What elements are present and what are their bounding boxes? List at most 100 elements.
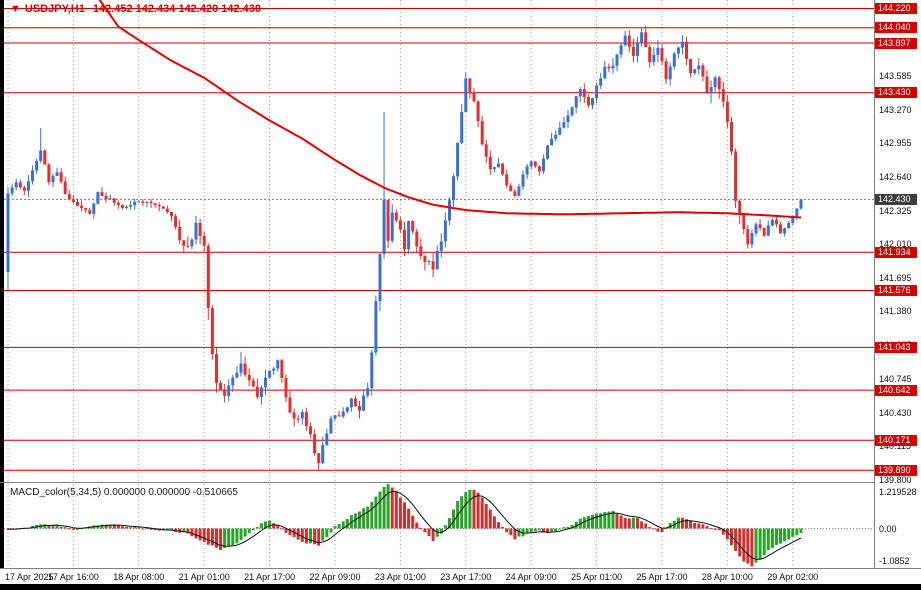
candle-body — [517, 186, 521, 196]
macd-bar — [582, 517, 586, 529]
candle-body — [721, 89, 725, 102]
time-label: 29 Apr 02:00 — [767, 572, 819, 582]
candle-body — [10, 187, 14, 194]
macd-bar — [137, 527, 141, 529]
macd-bar — [300, 528, 304, 542]
time-label: 23 Apr 17:00 — [440, 572, 492, 582]
candle-body — [353, 398, 357, 407]
candle-body — [47, 164, 51, 183]
candle-body — [640, 32, 644, 44]
candle-body — [742, 214, 746, 229]
candle-body — [255, 386, 259, 397]
macd-bar — [562, 527, 566, 529]
macd-bar — [448, 518, 451, 529]
price-level-badge: 139.890 — [875, 464, 917, 476]
macd-bar — [104, 524, 108, 529]
price-tick-label: 141.380 — [879, 306, 912, 317]
candle-body — [550, 138, 554, 146]
macd-bar — [509, 528, 513, 536]
candle-body — [125, 206, 128, 208]
macd-bar — [378, 491, 382, 529]
macd-bar — [219, 528, 223, 550]
macd-bar — [693, 522, 697, 529]
macd-bar — [611, 510, 615, 529]
macd-bar — [341, 521, 345, 529]
macd-bar — [521, 528, 525, 537]
candle-body — [603, 66, 607, 79]
candle-body — [619, 45, 623, 55]
macd-bar — [243, 528, 247, 537]
candle-body — [709, 87, 713, 93]
price-scale[interactable]: 143.585 143.270 142.955 142.640 142.325 142.0… — [874, 0, 921, 568]
candle-body — [268, 370, 272, 378]
macd-bar — [313, 528, 317, 545]
macd-bar — [304, 528, 308, 544]
macd-bar — [550, 528, 554, 532]
macd-bar — [468, 489, 472, 529]
candle-body — [488, 156, 492, 170]
macd-bar — [525, 528, 529, 534]
price-tick-label: 143.270 — [879, 104, 912, 115]
candle-body — [648, 47, 652, 62]
time-axis[interactable]: 17 Apr 2025 17 Apr 16:00 18 Apr 08:00 21 Ap… — [0, 568, 921, 584]
candle-body — [337, 415, 341, 417]
macd-bar — [758, 528, 762, 560]
candle-body — [63, 181, 67, 194]
candle-body — [754, 224, 758, 234]
macd-bar — [415, 522, 419, 529]
candle-body — [652, 54, 656, 62]
candle-body — [762, 228, 766, 236]
candle-body — [219, 382, 223, 390]
candle-body — [787, 223, 791, 229]
time-label: 18 Apr 08:00 — [113, 572, 165, 582]
candle-body — [92, 203, 96, 214]
candle-body — [345, 407, 349, 412]
macd-bar — [762, 528, 766, 556]
candle-body — [791, 216, 795, 223]
candle-body — [644, 32, 648, 48]
candle-body — [701, 65, 705, 77]
candle-body — [190, 239, 194, 247]
macd-bar — [734, 528, 738, 551]
macd-bar — [317, 528, 321, 546]
candle-body — [779, 224, 782, 234]
time-label: 21 Apr 01:00 — [178, 572, 230, 582]
candle-body — [382, 199, 386, 254]
candle-body — [358, 406, 361, 411]
candle-body — [272, 368, 276, 371]
candle-body — [231, 377, 235, 386]
candle-body — [394, 212, 398, 221]
candle-body — [198, 223, 202, 236]
candle-body — [43, 150, 47, 165]
candle-body — [349, 398, 353, 408]
macd-bar — [648, 527, 652, 529]
macd-bar — [202, 528, 206, 542]
candle-body — [497, 163, 500, 168]
macd-bar — [566, 526, 570, 529]
macd-bar — [407, 508, 411, 529]
macd-bar — [640, 521, 644, 529]
macd-bar — [492, 516, 496, 529]
macd-bar — [533, 528, 537, 532]
candle-body — [165, 208, 169, 212]
candle-body — [775, 219, 778, 225]
macd-bar — [198, 528, 202, 541]
macd-bar — [770, 528, 774, 548]
price-tick-label: 142.955 — [879, 138, 912, 149]
macd-bar — [190, 528, 194, 537]
candle-body — [215, 354, 218, 383]
candle-body — [513, 191, 517, 196]
candle-body — [738, 200, 742, 215]
candle-body — [680, 41, 684, 48]
candle-body — [521, 174, 525, 187]
candle-body — [112, 198, 116, 203]
macd-bar — [59, 526, 63, 529]
macd-bar — [325, 528, 329, 537]
candle-body — [116, 202, 120, 205]
price-tick-label: 142.325 — [879, 205, 912, 216]
candle-body — [574, 96, 578, 108]
candle-body — [374, 301, 378, 353]
candle-body — [370, 352, 374, 389]
